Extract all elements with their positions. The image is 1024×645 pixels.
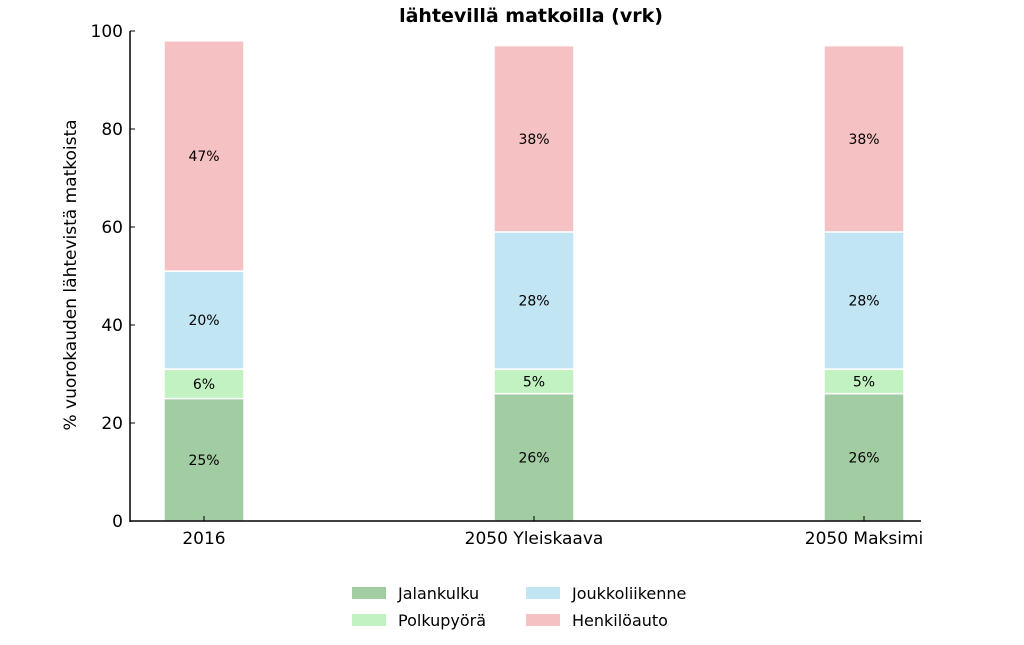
y-tick-label: 80 [101, 120, 123, 140]
data-label: 26% [518, 450, 549, 466]
data-label: 47% [188, 149, 219, 165]
data-label: 38% [848, 132, 879, 148]
legend-label: Polkupyörä [398, 611, 486, 630]
legend-label: Joukkoliikenne [571, 584, 686, 603]
bar-segment [163, 368, 245, 400]
y-axis-label: % vuorokauden lähtevistä matkoista [61, 119, 81, 430]
plot-area: 25% 6% 20% 47% 26% 5% 28% 38% 26% 5% 28% 38% 0 20 40 60… [91, 22, 924, 549]
bar-segment [493, 368, 575, 395]
data-label: 25% [188, 453, 219, 469]
legend-swatch [352, 587, 386, 599]
y-tick-label: 20 [101, 414, 123, 434]
y-tick-label: 40 [101, 316, 123, 336]
y-tick-label: 60 [101, 218, 123, 238]
legend: Jalankulku Polkupyörä Joukkoliikenne Henkil… [352, 584, 686, 630]
legend-label: Jalankulku [397, 584, 479, 603]
bar-segment [823, 231, 905, 370]
bar-segment [493, 231, 575, 370]
x-tick-label: 2016 [182, 529, 225, 549]
bar-segment [163, 40, 245, 272]
data-label: 6% [193, 377, 215, 393]
y-tick-label: 100 [91, 22, 123, 42]
data-label: 26% [848, 450, 879, 466]
data-label: 28% [848, 294, 879, 310]
bar-segment [493, 44, 575, 233]
chart-title: lähtevillä matkoilla (vrk) [399, 5, 663, 27]
x-tick-label: 2050 Yleiskaava [465, 529, 604, 549]
bar-segment [823, 44, 905, 233]
legend-swatch [526, 587, 560, 599]
x-tick-label: 2050 Maksimi [805, 529, 923, 549]
bar-segment [823, 368, 905, 395]
data-label: 5% [853, 374, 875, 390]
bar-segment [163, 397, 245, 522]
legend-label: Henkilöauto [572, 611, 668, 630]
data-label: 28% [518, 294, 549, 310]
y-tick-label: 0 [112, 512, 123, 532]
data-label: 38% [518, 132, 549, 148]
legend-swatch [352, 614, 386, 626]
data-label: 5% [523, 374, 545, 390]
legend-swatch [526, 614, 560, 626]
data-label: 20% [188, 313, 219, 329]
